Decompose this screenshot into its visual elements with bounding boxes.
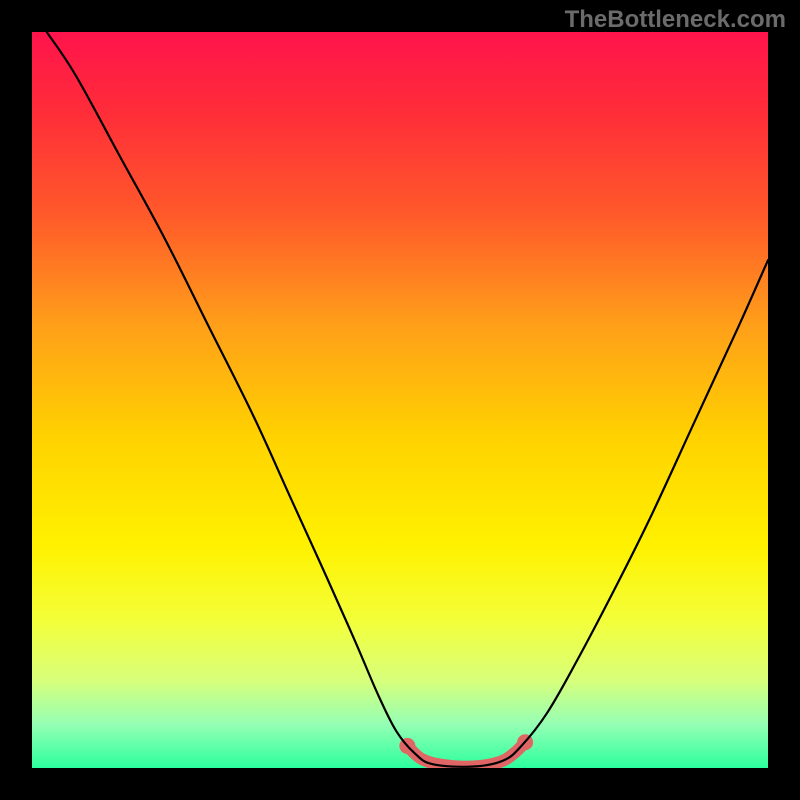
- chart-container: TheBottleneck.com: [0, 0, 800, 800]
- gradient-background: [32, 32, 768, 768]
- plot-area: [32, 32, 768, 768]
- watermark-text: TheBottleneck.com: [565, 6, 786, 34]
